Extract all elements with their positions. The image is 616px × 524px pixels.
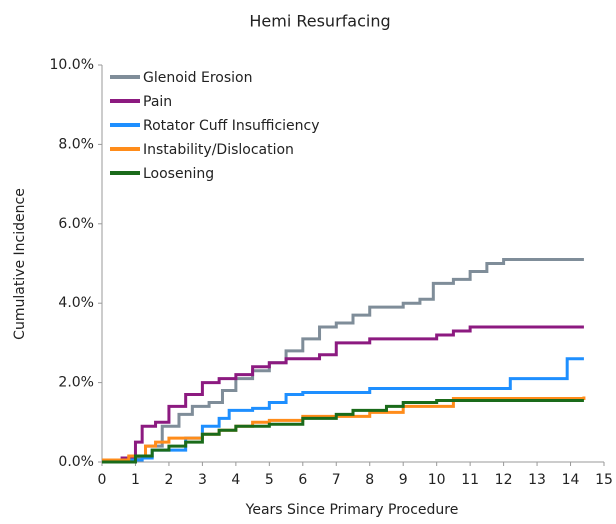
- legend-label: Rotator Cuff Insufficiency: [143, 118, 320, 134]
- x-axis-label: Years Since Primary Procedure: [245, 502, 459, 518]
- y-tick-label: 6.0%: [58, 216, 94, 232]
- legend-label: Pain: [143, 94, 172, 110]
- x-tick-label: 4: [231, 472, 240, 488]
- y-tick-label: 2.0%: [58, 375, 94, 391]
- y-tick-label: 4.0%: [58, 295, 94, 311]
- legend-label: Loosening: [143, 166, 214, 182]
- y-tick-label: 0.0%: [58, 454, 94, 470]
- x-tick-label: 7: [332, 472, 341, 488]
- x-tick-label: 13: [528, 472, 546, 488]
- x-tick-label: 14: [562, 472, 580, 488]
- chart-title: Hemi Resurfacing: [249, 12, 390, 31]
- legend-label: Instability/Dislocation: [143, 142, 294, 158]
- y-axis-label: Cumulative Incidence: [12, 188, 28, 340]
- series-line: [102, 325, 584, 464]
- x-tick-label: 1: [131, 472, 140, 488]
- x-tick-label: 15: [595, 472, 613, 488]
- x-tick-label: 12: [495, 472, 513, 488]
- x-tick-label: 0: [98, 472, 107, 488]
- x-tick-label: 2: [164, 472, 173, 488]
- x-tick-label: 6: [298, 472, 307, 488]
- legend-label: Glenoid Erosion: [143, 70, 253, 86]
- y-tick-label: 8.0%: [58, 136, 94, 152]
- x-tick-label: 9: [399, 472, 408, 488]
- x-tick-label: 10: [428, 472, 446, 488]
- x-tick-label: 8: [365, 472, 374, 488]
- x-tick-label: 5: [265, 472, 274, 488]
- series-line: [102, 398, 584, 464]
- series-line: [102, 357, 584, 464]
- x-tick-label: 11: [461, 472, 479, 488]
- x-tick-label: 3: [198, 472, 207, 488]
- series-line: [102, 258, 584, 464]
- y-tick-label: 10.0%: [50, 57, 94, 73]
